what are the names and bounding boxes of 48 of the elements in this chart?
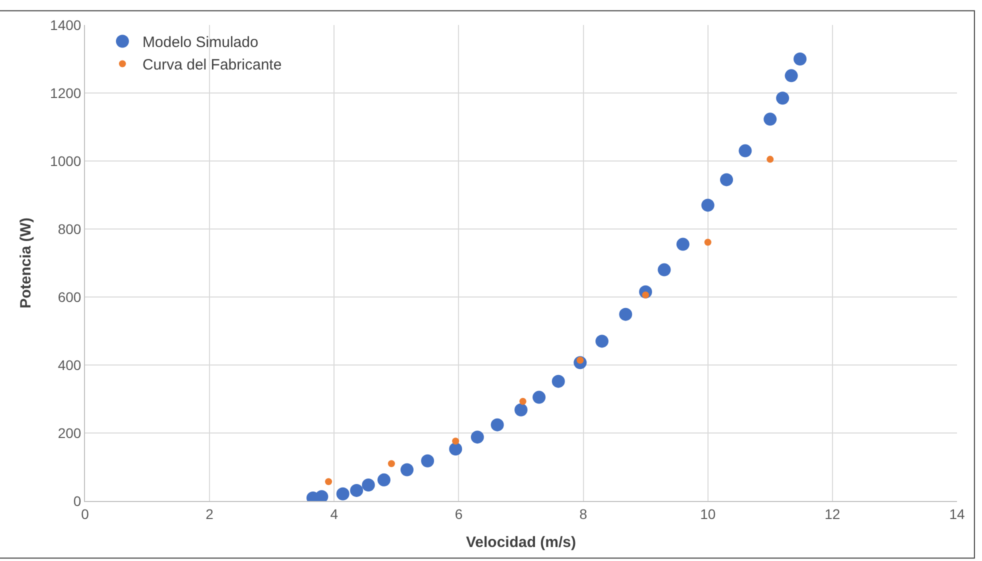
- point: [350, 484, 364, 497]
- x-tick-label: 12: [824, 506, 840, 522]
- point: [764, 112, 777, 126]
- point: [701, 198, 714, 212]
- y-tick-label: 600: [58, 288, 82, 305]
- point: [362, 478, 375, 492]
- x-tick-label: 4: [330, 506, 338, 522]
- x-axis-title: Velocidad (m/s): [466, 534, 576, 551]
- point: [704, 238, 712, 246]
- point: [421, 454, 434, 468]
- x-tick-label: 10: [700, 506, 716, 522]
- y-tick-label: 0: [73, 492, 82, 509]
- point: [336, 487, 350, 500]
- legend-label: Curva del Fabricante: [142, 56, 282, 74]
- point: [325, 478, 332, 486]
- point: [720, 173, 734, 186]
- point: [519, 398, 526, 405]
- y-tick-label: 1000: [50, 152, 82, 169]
- point: [490, 418, 504, 432]
- y-tick-label: 1200: [50, 84, 82, 101]
- point: [532, 390, 546, 404]
- x-tick-label: 2: [206, 506, 214, 522]
- y-tick-label: 1400: [50, 16, 82, 33]
- point: [470, 430, 484, 444]
- y-tick-label: 200: [58, 424, 82, 441]
- point: [658, 263, 671, 276]
- point: [794, 52, 807, 66]
- point: [784, 69, 798, 82]
- point: [452, 438, 460, 445]
- x-tick-label: 6: [454, 506, 463, 522]
- point: [595, 334, 608, 348]
- point: [449, 442, 462, 456]
- point: [619, 308, 632, 321]
- legend-label: Modelo Simulado: [142, 34, 258, 52]
- point: [766, 156, 774, 163]
- point: [400, 463, 414, 476]
- point: [514, 403, 528, 416]
- point: [738, 144, 752, 158]
- point: [377, 473, 390, 486]
- x-tick-label: 8: [579, 506, 588, 522]
- y-axis-title: Potencia (W): [17, 218, 34, 308]
- x-tick-label: 14: [949, 506, 965, 522]
- point: [388, 460, 395, 468]
- point: [676, 238, 690, 251]
- point: [552, 374, 565, 388]
- point: [776, 92, 790, 105]
- y-tick-label: 400: [58, 356, 82, 373]
- y-tick-label: 800: [58, 220, 82, 237]
